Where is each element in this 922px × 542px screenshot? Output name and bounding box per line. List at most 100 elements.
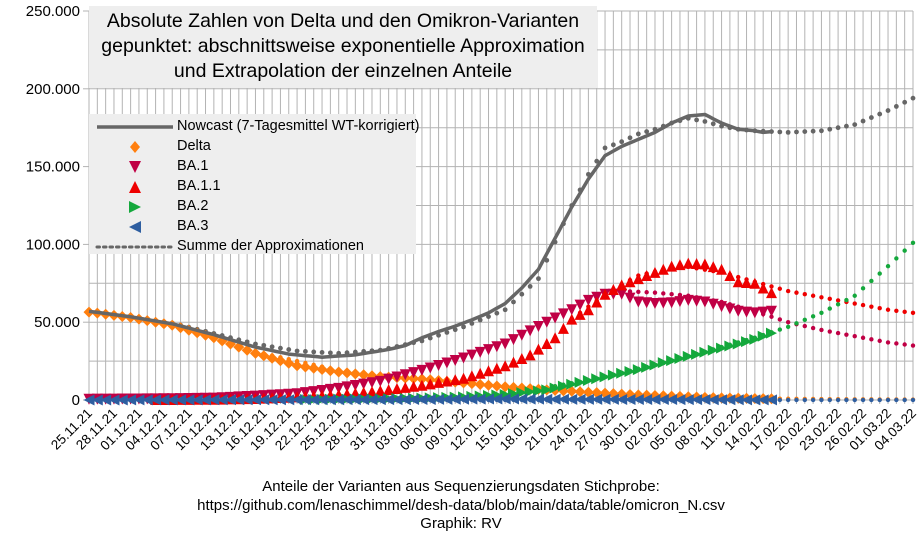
legend-label: BA.2 — [177, 198, 209, 214]
triangle-up-marker — [616, 279, 628, 291]
legend-label: BA.1.1 — [177, 178, 221, 194]
triangle-down-marker — [524, 325, 536, 337]
triangle-up-marker — [458, 372, 470, 384]
summe-dot — [610, 142, 616, 148]
triangle-down-marker — [549, 312, 561, 324]
ba3-fit-dot — [910, 397, 916, 403]
triangle-up-marker — [424, 378, 436, 390]
triangle-right-marker — [649, 359, 661, 371]
diamond-marker — [333, 366, 345, 378]
y-tick-label: 250.000 — [26, 3, 80, 20]
triangle-down-marker — [691, 295, 703, 307]
triangle-left-marker — [224, 394, 236, 406]
title-line-3: und Extrapolation der einzelnen Anteile — [173, 60, 513, 82]
triangle-up-marker — [624, 276, 636, 288]
triangle-left-marker — [283, 394, 295, 406]
triangle-left-marker — [549, 393, 561, 405]
triangle-right-marker — [666, 355, 678, 367]
ba3-fit-dot — [785, 397, 791, 403]
triangle-left-marker — [391, 394, 403, 406]
triangle-left-marker — [324, 394, 336, 406]
triangle-left-marker — [682, 394, 694, 406]
triangle-up-marker — [466, 370, 478, 382]
data-markers — [83, 257, 778, 406]
triangle-left-marker — [408, 394, 420, 406]
triangle-left-marker — [641, 393, 653, 405]
triangle-up-marker — [607, 284, 619, 296]
legend-item-summe: Summe der Approximationen — [89, 237, 416, 257]
triangle-down-marker — [566, 304, 578, 316]
triangle-up-icon — [129, 181, 141, 193]
triangle-up-marker — [391, 382, 403, 394]
triangle-down-marker — [383, 373, 395, 385]
summe-dot — [877, 111, 883, 117]
ba3-fit-dot — [877, 397, 882, 403]
ba2-fit-dot — [860, 286, 866, 291]
summe-dot — [810, 128, 816, 134]
legend-item-delta: Delta — [89, 137, 416, 157]
triangle-up-marker — [766, 287, 778, 299]
diamond-marker — [483, 379, 495, 391]
legend-label: Delta — [177, 138, 211, 154]
triangle-right-marker — [674, 353, 686, 365]
triangle-left-marker — [516, 393, 528, 405]
triangle-right-marker — [541, 384, 553, 396]
triangle-down-marker — [557, 308, 569, 320]
triangle-down-marker — [757, 306, 769, 318]
triangle-right-marker — [607, 369, 619, 381]
triangle-left-marker — [441, 393, 453, 405]
triangle-right-marker — [724, 340, 736, 352]
triangle-left-marker — [308, 394, 320, 406]
ba11-fit-dot — [777, 286, 783, 291]
triangle-up-marker — [582, 304, 594, 316]
triangle-left-marker — [233, 394, 245, 406]
triangle-right-marker — [699, 346, 711, 358]
summe-dot — [619, 139, 625, 145]
triangle-down-marker — [682, 294, 694, 306]
legend-label: BA.1 — [177, 158, 209, 174]
triangle-down-marker — [507, 334, 519, 346]
diamond-marker — [241, 344, 253, 356]
summe-dot — [777, 129, 783, 135]
ba1-fit-dot — [894, 341, 899, 346]
triangle-down-marker — [324, 383, 336, 395]
chart-footer: Anteile der Varianten aus Sequenzierungs… — [0, 478, 922, 534]
triangle-right-marker — [632, 364, 644, 376]
triangle-up-marker — [399, 381, 411, 393]
legend-item-ba11: BA.1.1 — [89, 177, 416, 197]
ba3-fit-dot — [794, 397, 799, 403]
ba1-fit-dot — [802, 323, 807, 329]
summe-dot — [444, 330, 450, 335]
diamond-marker — [416, 373, 428, 385]
ba2-fit-dot — [910, 240, 916, 246]
triangle-left-marker — [532, 393, 544, 405]
ba3-fit-dot — [844, 397, 849, 403]
ba11-fit-dot — [835, 298, 841, 303]
title-line-2: gepunktet: abschnittsweise exponentielle… — [101, 35, 585, 57]
summe-dot — [319, 349, 325, 355]
triangle-right-marker — [716, 342, 728, 354]
diamond-marker — [574, 386, 586, 398]
ba11-fit-dot — [869, 304, 874, 309]
triangle-up-marker — [541, 337, 553, 349]
ba3-fit-dot — [802, 397, 807, 403]
triangle-up-marker — [416, 379, 428, 391]
triangle-up-marker — [474, 367, 486, 379]
ba3-fit-dot — [869, 397, 874, 403]
y-axis: 0 50.000 100.000 150.000 200.000 250.000 — [26, 3, 89, 409]
triangle-down-marker — [532, 321, 544, 333]
triangle-left-marker — [374, 394, 386, 406]
legend: Nowcast (7-Tagesmittel WT-korrigiert) De… — [89, 114, 420, 257]
triangle-up-marker — [366, 385, 378, 397]
triangle-left-marker — [183, 394, 195, 406]
summe-dot — [511, 299, 516, 305]
legend-item-ba1: BA.1 — [89, 157, 416, 177]
triangle-left-marker — [383, 394, 395, 406]
triangle-left-marker — [208, 394, 220, 406]
triangle-up-marker — [716, 263, 728, 275]
summe-dot — [785, 129, 791, 135]
ba2-fit-dot — [835, 302, 841, 307]
triangle-up-marker — [574, 308, 586, 320]
triangle-up-marker — [757, 282, 769, 294]
triangle-down-marker — [766, 305, 778, 317]
